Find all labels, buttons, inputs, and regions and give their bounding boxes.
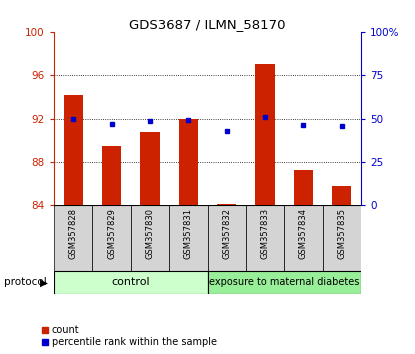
Bar bbox=[102, 146, 121, 205]
Bar bbox=[284, 205, 323, 271]
Bar bbox=[208, 271, 361, 294]
Bar bbox=[63, 95, 83, 205]
Bar bbox=[179, 119, 198, 205]
Bar bbox=[256, 64, 275, 205]
Text: GSM357831: GSM357831 bbox=[184, 208, 193, 259]
Bar bbox=[246, 205, 284, 271]
Bar bbox=[131, 205, 169, 271]
Bar bbox=[93, 205, 131, 271]
Text: protocol: protocol bbox=[4, 278, 47, 287]
Text: GSM357828: GSM357828 bbox=[68, 208, 78, 259]
Legend: count, percentile rank within the sample: count, percentile rank within the sample bbox=[42, 325, 217, 347]
Bar bbox=[54, 205, 92, 271]
Text: GSM357832: GSM357832 bbox=[222, 208, 231, 259]
Bar bbox=[332, 186, 352, 205]
Text: GSM357833: GSM357833 bbox=[261, 208, 270, 259]
Text: GSM357834: GSM357834 bbox=[299, 208, 308, 259]
Text: ▶: ▶ bbox=[40, 278, 48, 287]
Title: GDS3687 / ILMN_58170: GDS3687 / ILMN_58170 bbox=[129, 18, 286, 31]
Text: GSM357835: GSM357835 bbox=[337, 208, 347, 259]
Bar bbox=[323, 205, 361, 271]
Bar bbox=[208, 205, 246, 271]
Bar bbox=[294, 170, 313, 205]
Bar bbox=[217, 204, 236, 205]
Bar bbox=[169, 205, 208, 271]
Bar bbox=[140, 132, 159, 205]
Text: GSM357829: GSM357829 bbox=[107, 208, 116, 259]
Text: exposure to maternal diabetes: exposure to maternal diabetes bbox=[209, 277, 359, 287]
Text: GSM357830: GSM357830 bbox=[145, 208, 154, 259]
Text: control: control bbox=[111, 277, 150, 287]
Bar bbox=[54, 271, 208, 294]
